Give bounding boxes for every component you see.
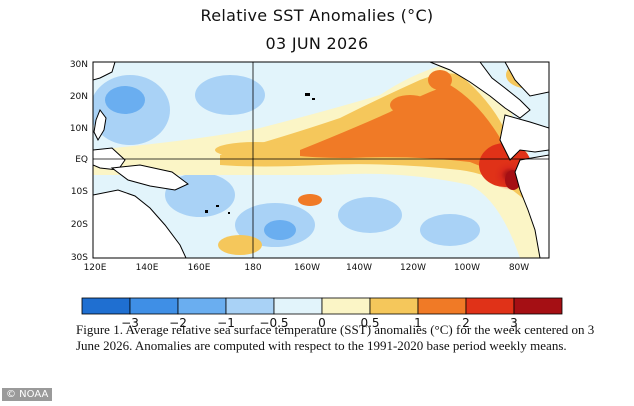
colorbar-swatch bbox=[369, 297, 419, 315]
colorbar-swatch bbox=[225, 297, 275, 315]
colorbar: −3 −2 −1 −0.5 0 0.5 1 2 3 bbox=[81, 297, 563, 330]
lat-tick-label: 30S bbox=[71, 253, 88, 263]
lon-tick-label: 100W bbox=[454, 263, 480, 273]
colorbar-label: 0.5 bbox=[360, 316, 379, 330]
colorbar-label: 1 bbox=[414, 316, 422, 330]
sst-anomaly-map: 30N 20N 10N EQ 10S 20S 30S 120E 140E 160E 180 160W… bbox=[70, 60, 550, 273]
lat-tick-label: 30N bbox=[70, 60, 88, 70]
colorbar-label: 3 bbox=[510, 316, 518, 330]
lon-tick-label: 80W bbox=[509, 263, 529, 273]
colorbar-swatch bbox=[321, 297, 371, 315]
figure-caption: Figure 1. Average relative sea surface t… bbox=[76, 322, 595, 353]
landmasses bbox=[93, 62, 549, 258]
lat-tick-label: 20N bbox=[70, 92, 88, 102]
map-title: Relative SST Anomalies (°C) bbox=[200, 6, 434, 25]
map-frame bbox=[92, 61, 550, 259]
lat-tick-label: 10N bbox=[70, 124, 88, 134]
colorbar-label: −0.5 bbox=[259, 316, 288, 330]
colorbar-label: 0 bbox=[318, 316, 326, 330]
lon-tick-label: 160W bbox=[294, 263, 320, 273]
map-date: 03 JUN 2026 bbox=[265, 34, 369, 53]
lat-tick-label: 10S bbox=[71, 187, 88, 197]
colorbar-swatch bbox=[273, 297, 323, 315]
colorbar-label: −2 bbox=[169, 316, 187, 330]
colorbar-swatch bbox=[417, 297, 467, 315]
lon-tick-label: 120E bbox=[84, 263, 107, 273]
lat-tick-label: EQ bbox=[75, 155, 88, 165]
colorbar-label: −3 bbox=[121, 316, 139, 330]
lon-tick-label: 120W bbox=[400, 263, 426, 273]
lon-tick-label: 160E bbox=[188, 263, 211, 273]
colorbar-swatch bbox=[513, 297, 563, 315]
colorbar-swatch bbox=[129, 297, 179, 315]
colorbar-swatch bbox=[465, 297, 515, 315]
lon-tick-label: 180 bbox=[244, 263, 261, 273]
reference-lines bbox=[93, 62, 549, 258]
colorbar-swatch bbox=[177, 297, 227, 315]
anomaly-field bbox=[93, 62, 549, 258]
colorbar-label: 2 bbox=[462, 316, 470, 330]
colorbar-swatch bbox=[81, 297, 131, 315]
colorbar-label: −1 bbox=[217, 316, 235, 330]
lon-tick-label: 140W bbox=[346, 263, 372, 273]
lon-tick-label: 140E bbox=[136, 263, 159, 273]
lat-tick-label: 20S bbox=[71, 220, 88, 230]
noaa-credit: © NOAA bbox=[2, 388, 53, 401]
